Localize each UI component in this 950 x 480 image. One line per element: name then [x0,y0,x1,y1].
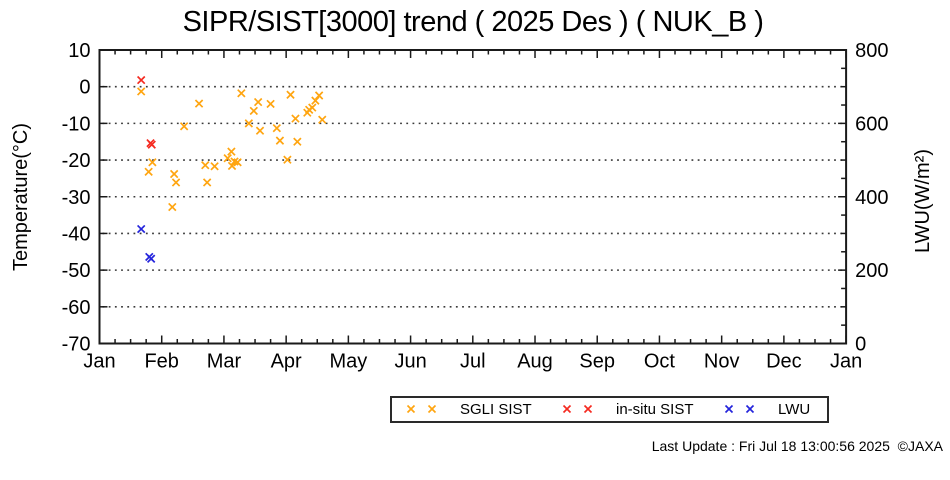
svg-text:600: 600 [855,113,888,135]
legend-entry-lwu: LWU [724,398,810,421]
svg-text:-10: -10 [62,113,91,135]
gridlines [102,85,844,308]
x-marker-icon [406,401,416,419]
x-marker-icon [724,401,734,419]
chart-title: SIPR/SIST[3000] trend ( 2025 Des ) ( NUK… [182,6,764,38]
svg-text:Nov: Nov [704,351,740,373]
legend-entry-sgli-sist: SGLI SIST [406,398,532,421]
svg-text:800: 800 [855,40,888,62]
legend-label: SGLI SIST [460,401,532,418]
svg-text:-70: -70 [62,334,91,356]
x-marker-icon [745,401,755,419]
x-marker-icon [427,401,437,419]
svg-text:Jun: Jun [394,351,426,373]
axis-ticks [98,49,847,345]
svg-text:Feb: Feb [144,351,178,373]
svg-text:0: 0 [79,77,90,99]
svg-text:-40: -40 [62,223,91,245]
svg-text:Apr: Apr [271,351,302,373]
svg-text:Aug: Aug [517,351,553,373]
data-points [136,75,327,263]
svg-text:Mar: Mar [207,351,242,373]
svg-text:Oct: Oct [644,351,676,373]
legend-label: in-situ SIST [616,401,694,418]
svg-text:May: May [329,351,367,373]
svg-text:-60: -60 [62,297,91,319]
x-marker-icon [583,401,593,419]
axis-border [98,49,848,345]
svg-text:-30: -30 [62,187,91,209]
legend-label: LWU [778,401,811,418]
svg-text:Jan: Jan [830,351,862,373]
svg-text:0: 0 [855,334,866,356]
axis-tick-labels: Jan Feb Mar Apr May Jun Jul Aug Sep Oct Nov Dec Jan 1… [62,40,889,373]
svg-text:Dec: Dec [766,351,802,373]
x-marker-icon [562,401,572,419]
svg-text:-20: -20 [62,150,91,172]
legend: SGLI SIST in-situ SIST LWU [390,396,829,423]
svg-text:Jul: Jul [460,351,486,373]
svg-text:-50: -50 [62,260,91,282]
last-update-text: Last Update : Fri Jul 18 13:00:56 2025 ©… [651,438,943,454]
svg-text:200: 200 [855,260,888,282]
legend-entry-insitu-sist: in-situ SIST [562,398,694,421]
svg-text:Jan: Jan [83,351,115,373]
svg-text:10: 10 [68,40,90,62]
svg-text:400: 400 [855,187,888,209]
svg-text:Sep: Sep [579,351,615,373]
